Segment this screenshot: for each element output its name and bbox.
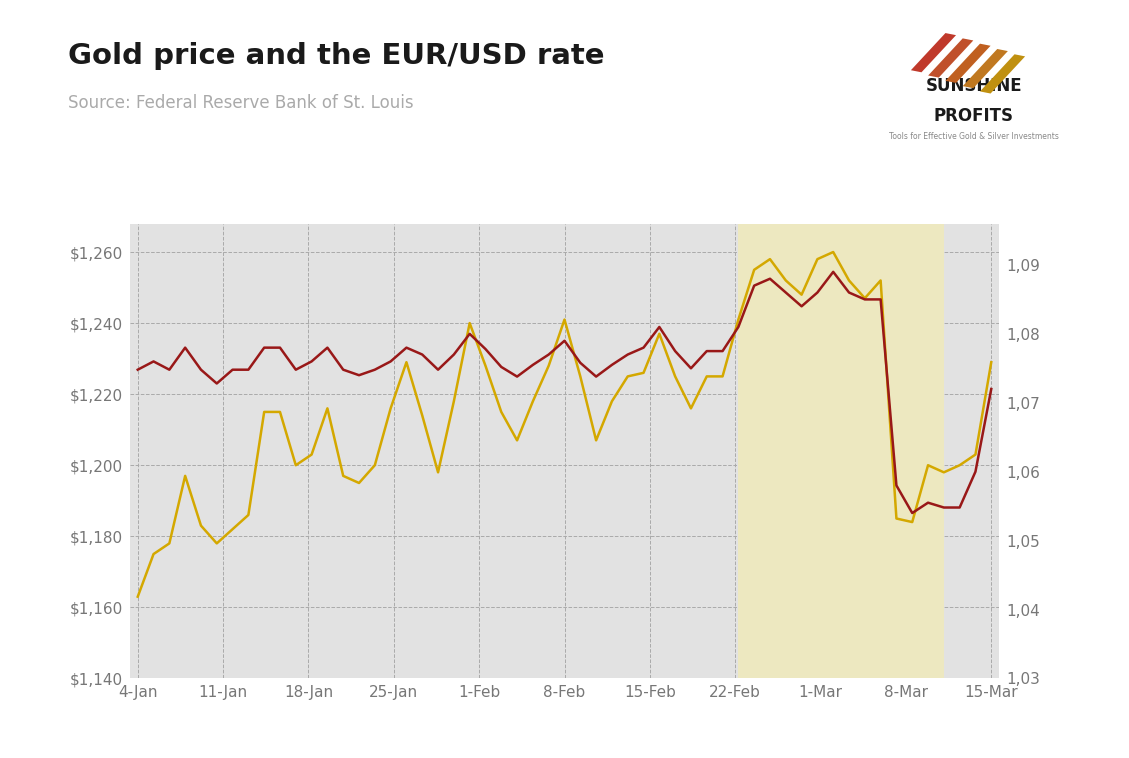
Text: SUNSHINE: SUNSHINE: [926, 77, 1022, 95]
FancyArrow shape: [945, 44, 990, 83]
FancyArrow shape: [963, 49, 1008, 88]
Bar: [738, 224, 944, 678]
Text: Source: Federal Reserve Bank of St. Louis: Source: Federal Reserve Bank of St. Loui…: [68, 94, 413, 112]
FancyArrow shape: [980, 55, 1025, 93]
FancyArrow shape: [928, 39, 973, 77]
Text: Tools for Effective Gold & Silver Investments: Tools for Effective Gold & Silver Invest…: [889, 133, 1059, 141]
Text: PROFITS: PROFITS: [934, 107, 1014, 125]
FancyArrow shape: [911, 33, 956, 72]
Text: Gold price and the EUR/USD rate: Gold price and the EUR/USD rate: [68, 42, 604, 70]
